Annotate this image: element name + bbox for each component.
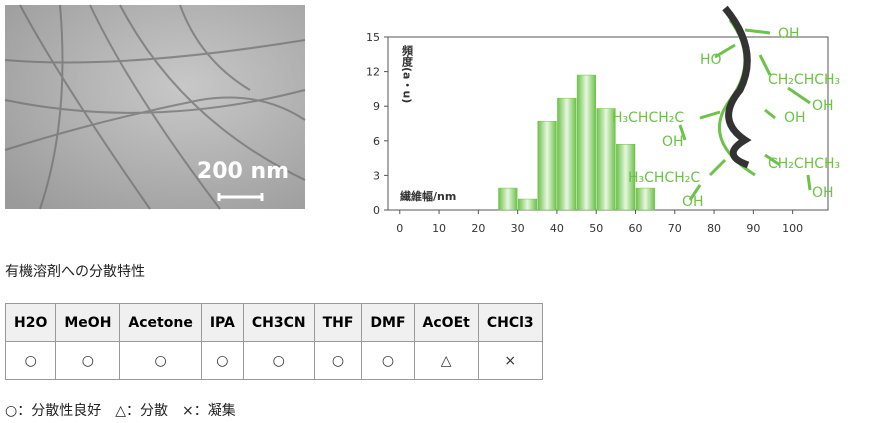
cell: ○: [242, 341, 315, 380]
x-tick-label: 20: [471, 222, 485, 235]
structure-label: OH: [662, 134, 684, 150]
y-tick-label: 12: [366, 66, 380, 79]
figure: 200 nm 0 3 6 9 12 15 0 10 20 30 40 50 60 70 80 90 100 繊維幅…: [4, 4, 840, 235]
chain: [722, 5, 752, 169]
header-cell: AcOEt: [413, 303, 479, 342]
cell: ○: [200, 341, 244, 380]
structure-label: OH: [784, 110, 806, 126]
x-tick-label: 100: [782, 222, 803, 235]
header-cell: CH3CN: [242, 303, 315, 342]
cell: ○: [119, 341, 202, 380]
structure-label: CH₂CHCH₃: [768, 72, 840, 88]
x-tick-label: 30: [511, 222, 525, 235]
structure-label: OH: [812, 185, 834, 201]
bar: [576, 74, 596, 211]
header-cell: H2O: [4, 303, 57, 342]
bar: [557, 97, 577, 211]
x-tick-label: 0: [396, 222, 403, 235]
bar: [517, 198, 538, 211]
y-tick-label: 3: [373, 169, 380, 182]
bar: [537, 120, 557, 211]
header-cell: DMF: [361, 303, 415, 342]
cell: ○: [55, 341, 121, 380]
bar: [498, 187, 518, 211]
cell: ○: [361, 341, 415, 380]
x-tick-label: 50: [589, 222, 603, 235]
structure-label: OH: [682, 194, 704, 210]
structure-label: H₃CHCH₂C: [628, 170, 700, 186]
scale-label: 200 nm: [197, 159, 289, 184]
x-axis-label: 繊維幅/nm: [400, 189, 456, 203]
y-axis-label: 頻度(a・u): [401, 44, 414, 104]
structure-label: HO: [700, 52, 722, 68]
solvent-table: H2O MeOH Acetone IPA CH3CN THF DMF AcOEt CHCl3 ○ ○…: [4, 303, 543, 380]
y-tick-label: 6: [373, 135, 380, 148]
header-cell: CHCl3: [477, 303, 543, 342]
bar: [596, 108, 616, 211]
y-tick-label: 0: [373, 204, 380, 217]
structure: [678, 19, 812, 201]
bar: [616, 144, 636, 211]
y-tick-label: 15: [366, 31, 380, 44]
bar: [635, 187, 655, 211]
cell: ○: [4, 341, 57, 380]
header-cell: Acetone: [119, 303, 202, 342]
legend-note: ○：分散性良好 △：分散 ×：凝集: [5, 403, 236, 419]
structure-label: OH: [812, 98, 834, 114]
x-tick-label: 10: [432, 222, 446, 235]
x-tick-label: 80: [707, 222, 721, 235]
header-cell: THF: [313, 303, 363, 342]
structure-label: H₃CHCH₂C: [612, 110, 684, 126]
cell: ×: [477, 341, 543, 380]
cell: ○: [313, 341, 363, 380]
x-tick-label: 90: [746, 222, 760, 235]
structure-label: CH₂CHCH₃: [768, 156, 840, 172]
x-tick-label: 70: [668, 222, 682, 235]
row: ○ ○ ○ ○ ○ ○ ○ △ ×: [4, 341, 543, 380]
y-tick-label: 9: [373, 100, 380, 113]
x-tick-label: 60: [629, 222, 643, 235]
structure-label: OH: [778, 26, 800, 42]
photo: 200 nm: [4, 4, 306, 210]
header-cell: MeOH: [55, 303, 121, 342]
cell: △: [413, 341, 479, 380]
x-tick-label: 40: [550, 222, 564, 235]
header-cell: IPA: [200, 303, 244, 342]
section-title: 有機溶剤への分散特性: [5, 264, 145, 280]
